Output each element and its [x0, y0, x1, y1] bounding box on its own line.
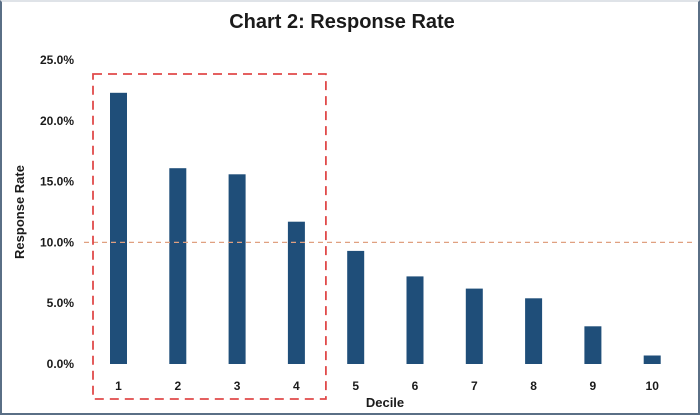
x-tick-label: 8	[530, 379, 537, 393]
y-tick-label: 20.0%	[40, 114, 74, 128]
bar-decile-7	[465, 288, 483, 364]
bar-decile-5	[347, 250, 365, 364]
y-tick-label: 15.0%	[40, 175, 74, 189]
bar-decile-6	[406, 276, 424, 364]
bar-decile-8	[525, 298, 543, 364]
y-tick-label: 0.0%	[47, 357, 75, 371]
highlight-box-top-deciles	[92, 73, 327, 400]
y-axis-ticks: 0.0% 5.0% 10.0% 15.0% 20.0% 25.0%	[40, 53, 74, 371]
chart-title: Chart 2: Response Rate	[229, 11, 455, 33]
x-tick-label: 1	[115, 379, 122, 393]
y-tick-label: 10.0%	[40, 235, 74, 249]
x-tick-label: 3	[234, 379, 241, 393]
x-tick-label: 2	[174, 379, 181, 393]
bar-decile-3	[228, 174, 246, 364]
bar-decile-10	[643, 355, 661, 364]
x-tick-label: 5	[352, 379, 359, 393]
x-tick-label: 9	[590, 379, 597, 393]
x-tick-label: 6	[412, 379, 419, 393]
bar-decile-4	[287, 221, 305, 364]
x-axis-ticks: 1 2 3 4 5 6 7 8 9 10	[115, 379, 659, 393]
bar-decile-2	[169, 168, 187, 364]
y-tick-label: 25.0%	[40, 53, 74, 67]
x-tick-label: 4	[293, 379, 300, 393]
x-tick-label: 7	[471, 379, 478, 393]
x-axis-label: Decile	[366, 395, 404, 410]
bar-decile-1	[110, 92, 127, 365]
y-axis-label: Response Rate	[12, 165, 27, 259]
x-tick-label: 10	[646, 379, 660, 393]
bars-group	[110, 92, 661, 365]
overlays-group	[84, 73, 696, 400]
bar-decile-9	[584, 326, 602, 364]
y-tick-label: 5.0%	[47, 296, 75, 310]
